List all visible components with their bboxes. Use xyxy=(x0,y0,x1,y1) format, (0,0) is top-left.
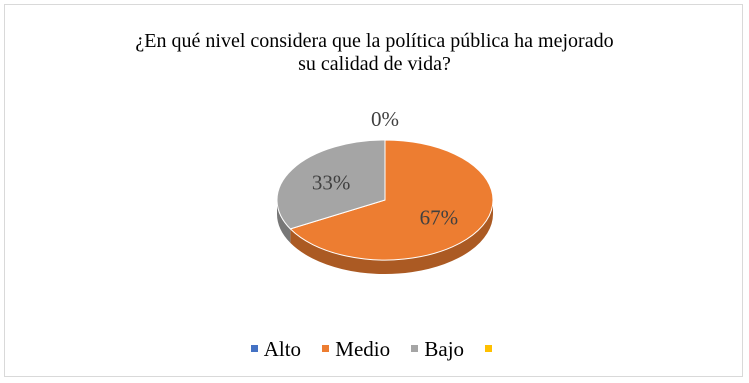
chart-title: ¿En qué nivel considera que la política … xyxy=(0,30,749,76)
legend-label-bajo: Bajo xyxy=(424,336,465,361)
legend-item-medio: Medio xyxy=(322,337,390,362)
legend: Alto Medio Bajo xyxy=(0,335,749,362)
legend-item-alto: Alto xyxy=(250,336,302,362)
legend-label-medio: Medio xyxy=(335,336,391,361)
legend-swatch-medio xyxy=(322,345,330,353)
pie-side-medio xyxy=(290,200,493,274)
pie-slice-bajo xyxy=(276,139,386,230)
data-label-alto: 0% xyxy=(371,107,399,131)
legend-swatch-bajo xyxy=(411,345,419,353)
legend-swatch-alto xyxy=(250,345,258,353)
legend-swatch-unnamed xyxy=(485,345,493,353)
pie-slice-medio xyxy=(289,139,494,261)
legend-item-bajo: Bajo xyxy=(411,337,464,362)
legend-item-unnamed xyxy=(485,337,498,362)
data-label-medio: 67% xyxy=(420,206,459,230)
legend-label-alto: Alto xyxy=(263,336,302,361)
data-label-bajo: 33% xyxy=(312,170,351,194)
chart-title-line-2: su calidad de vida? xyxy=(298,53,451,75)
chart-title-line-1: ¿En qué nivel considera que la política … xyxy=(135,30,614,52)
